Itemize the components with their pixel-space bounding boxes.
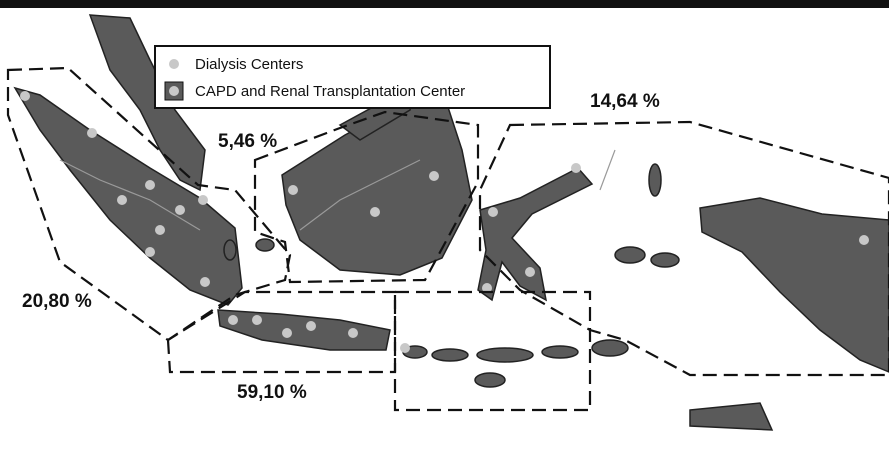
region-label: 5,46 % — [218, 131, 277, 152]
legend-symbol — [169, 59, 179, 69]
rivers — [59, 149, 616, 231]
centers — [20, 91, 869, 353]
top-bar — [0, 0, 889, 8]
region-label: 20,80 % — [22, 291, 92, 312]
region-label: 14,64 % — [590, 91, 660, 112]
region-label: 59,10 % — [237, 382, 307, 403]
islands — [13, 14, 889, 431]
legend-label: Dialysis Centers — [195, 56, 303, 73]
legend-label: CAPD and Renal Transplantation Center — [195, 83, 465, 100]
legend-box — [154, 45, 551, 109]
legend: Dialysis Centers CAPD and Renal Transpla… — [154, 45, 551, 109]
zones — [6, 66, 889, 412]
legend-symbol — [169, 86, 179, 96]
